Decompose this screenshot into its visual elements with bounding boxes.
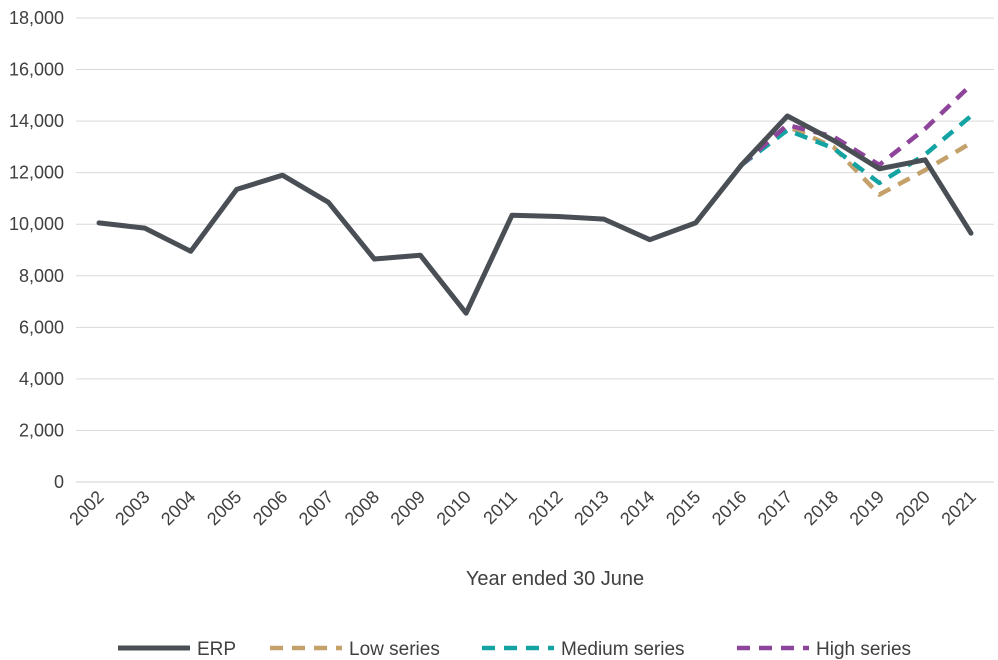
x-tick-label: 2020 [892,487,934,529]
series-line-erp [96,113,974,316]
x-tick-label: 2019 [846,487,888,529]
x-tick-label: 2003 [111,487,153,529]
series-line-medium-series [740,114,973,186]
series-line-high-series [740,83,973,168]
y-tick-label: 6,000 [19,317,64,337]
y-tick-label: 18,000 [9,8,64,28]
x-tick-label: 2009 [387,487,429,529]
x-tick-label: 2018 [800,487,842,529]
legend: ERP Low series Medium series High series [118,639,911,660]
legend-item-erp: ERP [118,639,236,660]
y-tick-label: 4,000 [19,369,64,389]
x-tick-label: 2010 [433,487,475,529]
legend-item-low-series: Low series [270,639,440,660]
y-tick-label: 12,000 [9,163,64,183]
x-tick-label: 2021 [937,487,979,529]
axes: 0 2,000 4,000 6,000 8,000 10,000 12,000 14,000 1… [9,8,994,529]
legend-label: High series [816,639,911,660]
y-tick-label: 14,000 [9,111,64,131]
x-tick-label: 2007 [295,487,337,529]
legend-label: Medium series [561,639,685,660]
y-tick-label: 10,000 [9,214,64,234]
x-tick-label: 2012 [524,487,566,529]
x-tick-label: 2008 [341,487,383,529]
gridlines [76,17,994,431]
legend-label: Low series [349,639,440,660]
x-tick-label: 2002 [65,487,107,529]
legend-item-high-series: High series [737,639,911,660]
x-tick-label: 2017 [754,487,796,529]
x-axis-title: Year ended 30 June [466,568,644,590]
x-tick-label: 2014 [616,487,658,529]
y-tick-label: 16,000 [9,60,64,80]
y-tick-label: 2,000 [19,420,64,440]
x-tick-label: 2005 [203,487,245,529]
x-tick-label: 2011 [479,487,521,529]
legend-item-medium-series: Medium series [482,639,685,660]
x-tick-label: 2006 [249,487,291,529]
x-tick-label: 2016 [708,487,750,529]
series-lines [96,83,974,316]
x-tick-label: 2015 [662,487,704,529]
y-tick-label: 0 [54,472,64,492]
x-tick-label: 2004 [157,487,199,529]
y-tick-label: 8,000 [19,266,64,286]
legend-label: ERP [197,639,236,660]
x-tick-label: 2013 [570,487,612,529]
